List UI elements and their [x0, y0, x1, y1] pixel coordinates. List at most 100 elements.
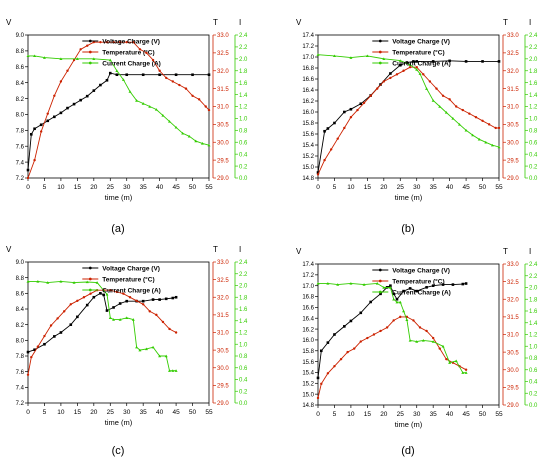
data-point-current [408, 63, 412, 66]
data-point-voltage [333, 333, 336, 336]
current-tick-label: 1.4 [239, 93, 248, 99]
current-tick-label: 2.4 [529, 33, 538, 39]
data-point-voltage [425, 286, 428, 289]
x-tick-label: 40 [156, 409, 164, 416]
series-line-temperature [27, 289, 177, 375]
current-tick-label: 1.8 [239, 69, 248, 75]
data-point-temperature [43, 334, 46, 338]
legend-marker [88, 266, 92, 270]
data-point-voltage [118, 302, 122, 305]
data-point-current [477, 137, 481, 141]
voltage-tick-label: 16.0 [302, 110, 314, 116]
voltage-tick-label: 15.8 [302, 121, 314, 127]
data-point-voltage [431, 60, 435, 63]
data-point-voltage [85, 94, 89, 98]
series-line-voltage [317, 283, 467, 378]
x-tick-label: 20 [380, 411, 388, 418]
data-point-temperature [392, 319, 395, 322]
plot-frame [27, 34, 210, 179]
data-point-voltage [349, 319, 353, 323]
data-point-voltage [79, 98, 82, 102]
data-point-current [164, 354, 168, 358]
voltage-tick-label: 8.6 [16, 65, 25, 71]
current-tick-label: 0.0 [529, 176, 538, 182]
x-tick-label: 20 [90, 409, 98, 416]
data-point-current [33, 54, 37, 58]
temperature-tick-label: 30.0 [217, 140, 229, 146]
voltage-tick-label: 8.4 [16, 307, 25, 313]
data-point-current [464, 128, 468, 132]
temperature-tick-label: 32.5 [507, 280, 519, 286]
data-point-current [415, 340, 419, 343]
x-tick-label: 55 [495, 411, 503, 418]
data-point-temperature [412, 319, 415, 322]
x-tick-label: 55 [205, 409, 213, 416]
temperature-tick-label: 33.0 [217, 260, 229, 266]
temperature-tick-label: 29.0 [217, 401, 229, 407]
current-tick-label: 0.4 [529, 152, 538, 158]
data-point-current [148, 105, 152, 108]
x-tick-label: 5 [333, 411, 337, 418]
current-tick-label: 1.4 [529, 93, 538, 99]
x-tick-label: 15 [364, 411, 372, 418]
current-tick-label: 0.8 [239, 129, 248, 135]
data-point-temperature [316, 173, 320, 176]
legend-marker [378, 279, 382, 283]
voltage-tick-label: 16.8 [302, 66, 314, 72]
data-point-current [349, 56, 353, 59]
data-point-temperature [92, 40, 96, 44]
voltage-tick-label: 15.4 [302, 143, 314, 149]
series-line-voltage [27, 72, 209, 171]
x-tick-label: 0 [26, 409, 30, 416]
legend-label-temperature: Temperature (°C) [392, 277, 444, 285]
data-point-temperature [464, 368, 468, 371]
data-point-temperature [204, 105, 207, 108]
data-point-current [431, 340, 435, 343]
current-tick-label: 0.6 [529, 140, 538, 146]
data-point-temperature [366, 336, 369, 340]
data-point-voltage [481, 60, 484, 63]
series-line-current [318, 282, 467, 374]
data-point-voltage [174, 295, 178, 299]
data-point-current [154, 108, 158, 111]
data-point-current [418, 72, 422, 75]
data-point-current [448, 361, 452, 364]
x-tick-label: 45 [462, 184, 470, 191]
temperature-tick-label: 31.0 [217, 331, 229, 337]
legend-label-voltage: Voltage Charge (V) [392, 267, 450, 274]
data-point-temperature [418, 326, 422, 329]
data-point-voltage [72, 102, 76, 106]
temperature-axis-unit: T [503, 18, 508, 27]
data-point-temperature [82, 296, 86, 299]
series-line-current [28, 55, 210, 146]
data-point-temperature [329, 148, 333, 151]
data-point-current [135, 345, 139, 349]
data-point-temperature [165, 76, 168, 80]
data-point-current [131, 318, 135, 321]
current-axis-unit: I [239, 245, 241, 254]
data-point-temperature [369, 94, 372, 97]
data-point-current [425, 87, 429, 90]
voltage-tick-label: 16.6 [302, 77, 314, 83]
data-point-voltage [105, 78, 109, 82]
data-point-current [316, 53, 320, 56]
data-point-current [336, 283, 340, 286]
data-point-temperature [408, 65, 412, 69]
data-point-voltage [59, 111, 63, 115]
current-tick-label: 0.2 [529, 164, 538, 170]
x-tick-label: 45 [172, 409, 180, 416]
voltage-tick-label: 16.4 [302, 316, 314, 322]
x-tick-label: 30 [123, 184, 131, 191]
data-point-voltage [349, 107, 353, 111]
current-tick-label: 2.4 [239, 260, 248, 266]
data-point-temperature [353, 347, 356, 350]
data-point-temperature [128, 296, 132, 299]
temperature-tick-label: 29.5 [507, 158, 519, 164]
data-point-voltage [398, 63, 402, 67]
current-tick-label: 2.0 [529, 57, 538, 63]
series-line-voltage [317, 60, 499, 173]
data-point-temperature [39, 130, 43, 133]
data-point-current [92, 57, 96, 61]
data-point-current [112, 318, 116, 321]
current-tick-label: 0.8 [239, 354, 248, 360]
